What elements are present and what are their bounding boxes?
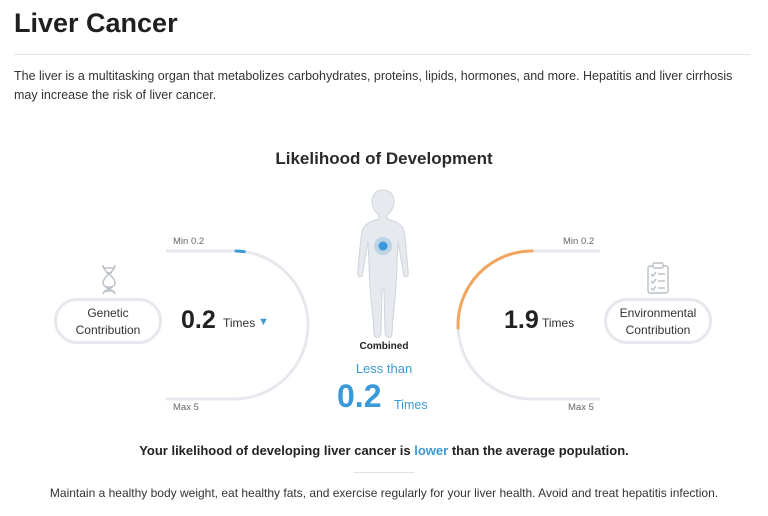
intro-line-1: The liver is a multitasking organ that m… (14, 69, 733, 83)
combined-unit: Times (394, 398, 428, 412)
conclusion-highlight: lower (414, 443, 449, 458)
environmental-label-line-1: Environmental (619, 306, 697, 320)
environmental-max-label: Max 5 (568, 402, 594, 413)
conclusion-divider (354, 472, 414, 473)
environmental-value: 1.9 (504, 306, 539, 334)
genetic-trend-down-icon: ▼ (258, 316, 269, 328)
genetic-min-label: Min 0.2 (173, 236, 205, 247)
conclusion-prefix: Your likelihood of developing liver canc… (139, 443, 411, 458)
intro-paragraph: The liver is a multitasking organ that m… (14, 67, 734, 105)
conclusion-suffix: than the average population. (451, 443, 629, 458)
genetic-max-label: Max 5 (173, 402, 199, 413)
dna-icon (102, 264, 116, 295)
environmental-contribution-badge: Environmental Contribution (604, 298, 712, 344)
genetic-gauge-track (166, 249, 310, 401)
intro-line-2: may increase the risk of liver cancer. (14, 88, 217, 102)
title-divider (14, 54, 750, 55)
combined-value: 0.2 (337, 378, 382, 414)
likelihood-title: Likelihood of Development (275, 149, 493, 168)
conclusion-statement: Your likelihood of developing liver canc… (0, 443, 768, 458)
page-title: Liver Cancer (14, 8, 178, 38)
genetic-label-line-2: Contribution (75, 323, 141, 337)
combined-qualifier: Less than (355, 361, 413, 376)
genetic-contribution-badge: Genetic Contribution (54, 298, 162, 344)
genetic-value: 0.2 (181, 306, 216, 334)
clipboard-checklist-icon (647, 262, 669, 294)
advice-text: Maintain a healthy body weight, eat heal… (49, 486, 719, 500)
genetic-gauge-fill (234, 249, 246, 254)
environmental-min-label: Min 0.2 (563, 236, 595, 247)
environmental-unit: Times (542, 316, 575, 330)
human-body-icon (357, 189, 409, 338)
environmental-gauge-fill (456, 249, 534, 330)
genetic-unit: Times (223, 316, 256, 330)
genetic-label-line-1: Genetic (87, 306, 129, 320)
liver-marker-dot (378, 241, 388, 251)
combined-label: Combined (359, 341, 409, 352)
environmental-label-line-2: Contribution (625, 323, 691, 337)
